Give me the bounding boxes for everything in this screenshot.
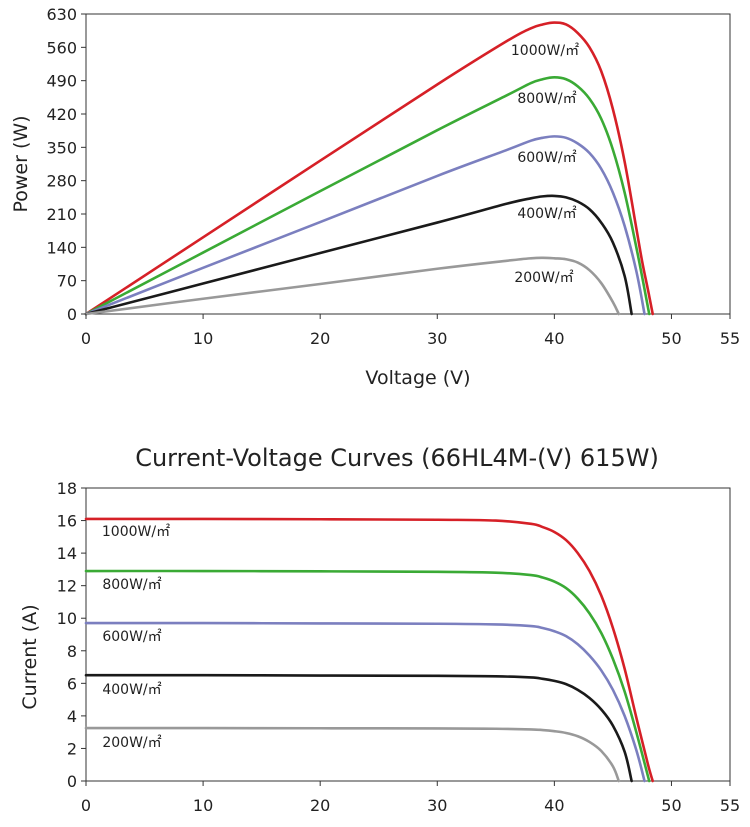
- series-line: [84, 621, 646, 783]
- x-tick-label: 10: [193, 796, 213, 815]
- series-line: [84, 76, 651, 316]
- curve-labels: 1000W/㎡ 800W/㎡ 600W/㎡ 400W/㎡ 200W/㎡: [511, 43, 579, 286]
- y-tick-label: 12: [57, 577, 77, 596]
- y-tick-label: 18: [57, 479, 77, 498]
- y-tick-label: 70: [57, 272, 77, 291]
- x-tick-label: 50: [661, 329, 681, 348]
- y-tick-label: 210: [46, 205, 77, 224]
- series-line: [84, 673, 633, 783]
- y-tick-label: 140: [46, 238, 77, 257]
- x-tick-label: 40: [544, 329, 564, 348]
- y-tick-label: 2: [67, 739, 77, 758]
- x-tick-label: 0: [81, 329, 91, 348]
- series-line: [84, 569, 651, 783]
- y-tick-label: 14: [57, 544, 77, 563]
- curves-group: [84, 517, 655, 783]
- x-axis-ticks: 0 10 20 30 40 50 55: [81, 314, 740, 348]
- plot-frame: [85, 487, 731, 782]
- x-tick-label: 50: [661, 796, 681, 815]
- y-tick-label: 0: [67, 305, 77, 324]
- series-label: 800W/㎡: [517, 91, 576, 107]
- y-axis-ticks: 0 2 4 6 8 10 12 14 16 18: [57, 479, 86, 791]
- x-tick-label: 10: [193, 329, 213, 348]
- series-line: [84, 256, 621, 316]
- y-tick-label: 0: [67, 772, 77, 791]
- x-tick-label: 40: [544, 796, 564, 815]
- curve-labels: 1000W/㎡ 800W/㎡ 600W/㎡ 400W/㎡ 200W/㎡: [102, 524, 170, 751]
- series-line: [84, 21, 655, 316]
- y-tick-label: 630: [46, 5, 77, 24]
- y-tick-label: 560: [46, 38, 77, 57]
- y-tick-label: 10: [57, 609, 77, 628]
- y-tick-label: 280: [46, 172, 77, 191]
- current-voltage-chart: Current-Voltage Curves (66HL4M-(V) 615W)…: [19, 444, 740, 815]
- x-tick-label: 0: [81, 796, 91, 815]
- plot-frame: [85, 13, 731, 315]
- x-tick-label: 55: [720, 796, 740, 815]
- y-tick-label: 6: [67, 674, 77, 693]
- series-label: 800W/㎡: [102, 577, 161, 593]
- y-tick-label: 8: [67, 642, 77, 661]
- x-axis-ticks: 0 10 20 30 40 50 55: [81, 781, 740, 815]
- x-tick-label: 20: [310, 796, 330, 815]
- power-voltage-chart: 0 70 140 210 280 350 420 490 560 630 0 10 20 30 40 50 5…: [10, 5, 740, 389]
- curves-group: [84, 21, 655, 316]
- y-axis-title: Current (A): [19, 604, 41, 709]
- series-label: 1000W/㎡: [102, 524, 170, 540]
- series-label: 200W/㎡: [514, 270, 573, 286]
- series-line: [84, 517, 655, 783]
- series-label: 400W/㎡: [102, 682, 161, 698]
- x-tick-label: 20: [310, 329, 330, 348]
- series-line: [84, 194, 633, 316]
- y-tick-label: 350: [46, 138, 77, 157]
- x-tick-label: 55: [720, 329, 740, 348]
- x-tick-label: 30: [427, 796, 447, 815]
- y-axis-title: Power (W): [10, 115, 32, 212]
- series-label: 400W/㎡: [517, 206, 576, 222]
- series-line: [84, 135, 646, 316]
- series-label: 200W/㎡: [102, 735, 161, 751]
- chart-title: Current-Voltage Curves (66HL4M-(V) 615W): [135, 444, 659, 472]
- y-tick-label: 490: [46, 72, 77, 91]
- series-line: [84, 726, 621, 783]
- series-label: 1000W/㎡: [511, 43, 579, 59]
- x-tick-label: 30: [427, 329, 447, 348]
- series-label: 600W/㎡: [102, 629, 161, 645]
- series-label: 600W/㎡: [517, 150, 576, 166]
- y-tick-label: 420: [46, 105, 77, 124]
- y-tick-label: 16: [57, 512, 77, 531]
- y-axis-ticks: 0 70 140 210 280 350 420 490 560 630: [46, 5, 86, 324]
- x-axis-title: Voltage (V): [365, 367, 470, 389]
- y-tick-label: 4: [67, 707, 77, 726]
